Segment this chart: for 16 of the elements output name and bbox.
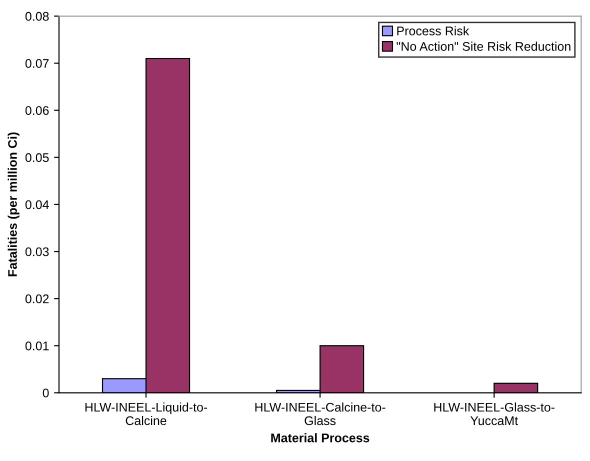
y-tick-label: 0.02 (25, 294, 49, 304)
legend-label: Process Risk (397, 26, 470, 36)
x-tick-label: HLW-INEEL-Calcine-to- Glass (255, 402, 386, 426)
y-tick-label: 0.01 (25, 341, 49, 350)
y-tick-label: 0.05 (25, 153, 49, 162)
y-tick-label: 0.06 (25, 106, 49, 115)
x-tick-label: HLW-INEEL-Liquid-to- Calcine (85, 402, 208, 426)
y-tick-label: 0 (42, 388, 49, 398)
y-axis-title: Fatalities (per million Ci) (8, 132, 20, 276)
y-tick-label: 0.04 (25, 200, 49, 210)
y-tick-label: 0.07 (25, 59, 49, 68)
y-tick-label: 0.08 (25, 12, 49, 21)
legend-label: "No Action" Site Risk Reduction (396, 42, 570, 51)
x-tick-label: HLW-INEEL-Glass-to- YuccaMt (434, 402, 554, 426)
y-tick-label: 0.03 (25, 247, 49, 256)
x-axis-title: Material Process (271, 433, 370, 442)
